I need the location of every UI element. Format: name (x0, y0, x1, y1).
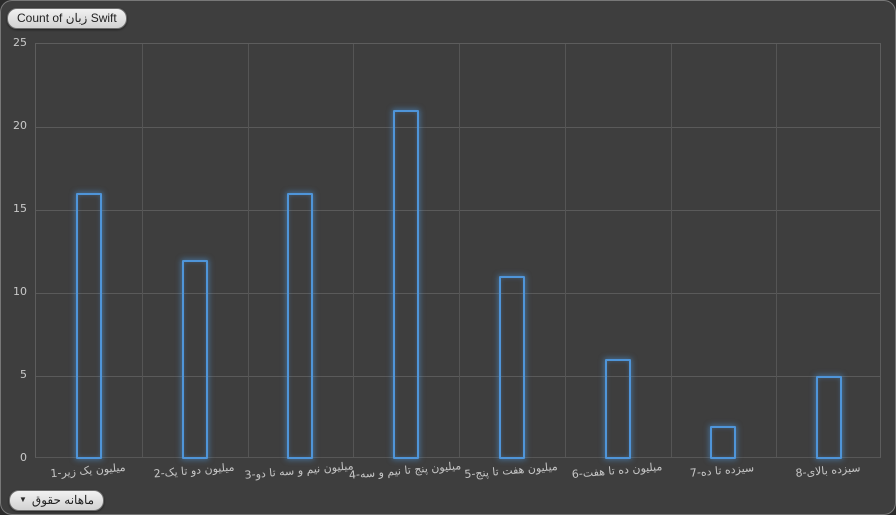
x-axis-category-label: 6-هفت تا ده میلیون (570, 460, 663, 481)
v-gridline (247, 44, 249, 457)
y-axis-tick-label: 5 (20, 368, 27, 381)
h-gridline (36, 210, 880, 211)
dropdown-arrow-icon: ▼ (19, 495, 27, 504)
bar-8[interactable] (816, 376, 843, 459)
value-field-button[interactable]: Count of زبان Swift (7, 8, 127, 29)
bar-6[interactable] (604, 359, 631, 459)
x-axis-category-label: 3-دو تا سه و نیم میلیون (244, 459, 355, 482)
plot-area (35, 43, 881, 459)
bar-5[interactable] (498, 276, 525, 459)
bar-3[interactable] (287, 193, 314, 459)
x-axis-category-label: 2-یک تا دو میلیون (152, 460, 235, 481)
v-gridline (670, 44, 672, 457)
y-axis-tick-label: 15 (13, 202, 27, 215)
h-gridline (36, 127, 880, 128)
h-gridline (36, 293, 880, 294)
value-field-label: Count of زبان Swift (17, 11, 117, 25)
y-axis-tick-label: 20 (13, 119, 27, 132)
x-axis-category-label: 4-سه و نیم تا پنج میلیون (348, 459, 462, 482)
bar-7[interactable] (710, 425, 737, 459)
bar-2[interactable] (181, 259, 208, 459)
v-gridline (141, 44, 143, 457)
y-axis-tick-label: 25 (13, 36, 27, 49)
v-gridline (353, 44, 355, 457)
bar-1[interactable] (75, 193, 102, 459)
x-axis-category-label: 1-زیر یک میلیون (49, 460, 126, 481)
axis-field-button[interactable]: ▼ حقوق ماهانه (9, 490, 105, 511)
x-axis-category-label: 8-بالای سیزده (795, 461, 862, 480)
x-axis-category-label: 7-ده تا سیزده (689, 461, 755, 480)
v-gridline (459, 44, 460, 457)
v-gridline (564, 44, 566, 457)
y-axis-tick-label: 0 (20, 451, 27, 464)
h-gridline (36, 376, 880, 377)
v-gridline (776, 44, 778, 457)
x-axis-category-label: 5-پنج تا هفت میلیون (463, 459, 559, 482)
bar-4[interactable] (393, 110, 420, 459)
y-axis-tick-label: 10 (13, 285, 27, 298)
axis-field-label: حقوق ماهانه (31, 493, 95, 507)
